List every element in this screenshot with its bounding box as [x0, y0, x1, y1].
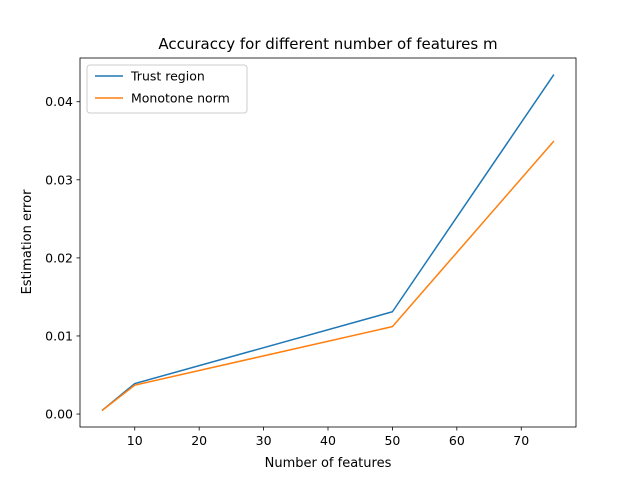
plot-frame [79, 57, 577, 428]
y-axis-ticks: 0.00 0.01 0.02 0.03 0.04 [45, 94, 80, 422]
y-tick-label: 0.01 [45, 328, 73, 343]
x-tick-label: 30 [256, 433, 272, 448]
legend-label-trust-region: Trust region [130, 69, 205, 84]
chart-title: Accuraccy for different number of featur… [158, 35, 497, 53]
y-tick-label: 0.04 [45, 94, 73, 109]
x-axis-label: Number of features [265, 456, 392, 471]
series-lines [101, 74, 555, 412]
series-line-monotone-norm [101, 140, 555, 412]
legend-box [86, 64, 248, 114]
legend: Trust region Monotone norm [86, 64, 248, 114]
legend-label-monotone-norm: Monotone norm [131, 91, 230, 106]
x-tick-label: 60 [449, 433, 465, 448]
x-tick-label: 20 [191, 433, 207, 448]
y-axis-label: Estimation error [20, 189, 35, 294]
x-tick-label: 10 [127, 433, 143, 448]
y-tick-label: 0.00 [45, 407, 73, 422]
y-tick-label: 0.02 [45, 250, 73, 265]
x-axis-ticks: 10 20 30 40 50 60 70 [127, 427, 529, 448]
y-tick-label: 0.03 [45, 172, 73, 187]
x-tick-label: 40 [320, 433, 336, 448]
x-tick-label: 70 [513, 433, 529, 448]
x-tick-label: 50 [384, 433, 400, 448]
